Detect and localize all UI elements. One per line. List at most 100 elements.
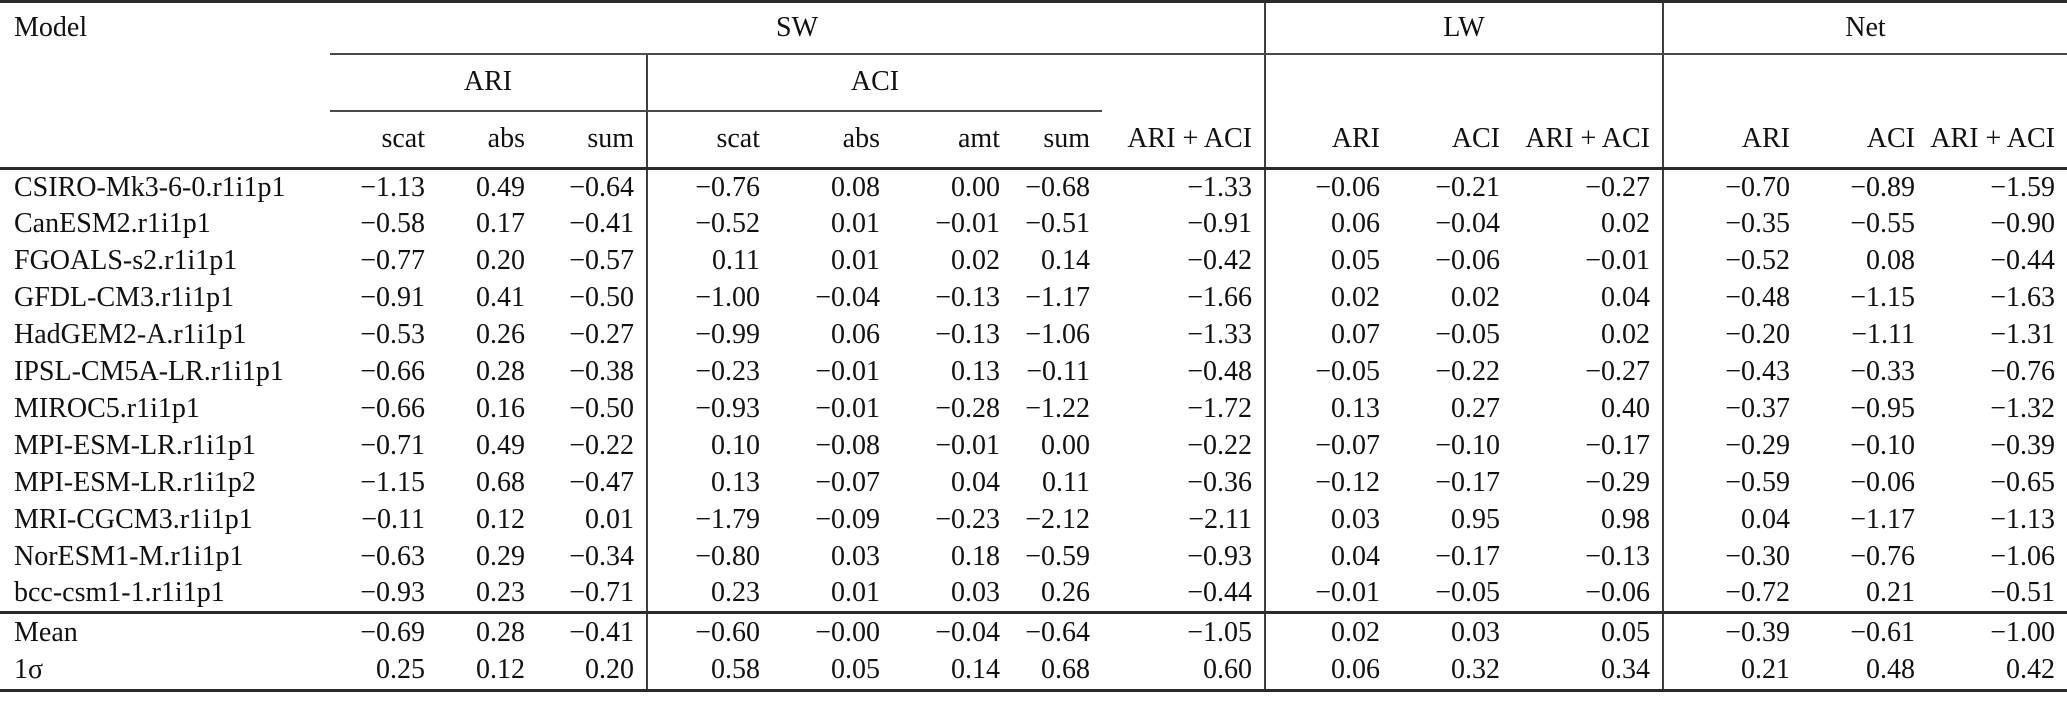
value-cell: −0.01 [815,356,880,387]
column-header-sw-aci-sum: sum [1012,110,1102,170]
value-cell: 0.68 [1012,651,1102,692]
value-cell: −0.76 [695,171,760,203]
model-name-cell: MPI-ESM-LR.r1i1p2 [14,467,256,498]
value-cell: 0.21 [1866,577,1915,609]
value-cell: −0.50 [537,279,648,317]
value-cell: −0.06 [1435,245,1500,276]
value-cell: −0.61 [1802,611,1927,652]
value-cell: −1.00 [695,282,760,313]
value-cell: −0.41 [537,205,648,243]
value-cell: −0.17 [1512,427,1664,465]
value-cell: 0.06 [1265,651,1392,692]
model-name-cell: HadGEM2-A.r1i1p1 [14,319,247,350]
value-cell: 0.48 [1802,651,1927,692]
value-cell: −0.93 [1102,538,1266,576]
value-cell: 0.29 [476,541,525,572]
table-row: GFDL-CM3.r1i1p1 −0.91 0.41 −0.50 −1.00 −0.04 −… [0,279,2067,317]
blank-cell [1265,53,1664,111]
value-cell: 0.02 [951,245,1000,276]
value-cell: 0.04 [951,467,1000,498]
value-cell: 0.00 [1041,430,1090,461]
value-cell: −0.06 [1512,575,1664,613]
value-cell: 0.20 [476,245,525,276]
value-cell: −0.13 [935,319,1000,350]
value-cell: −0.05 [1315,356,1380,387]
value-cell: −0.07 [815,467,880,498]
column-header-lw-ari: ARI [1265,110,1392,170]
value-cell: 0.49 [476,171,525,203]
value-cell: −0.00 [772,611,892,652]
value-cell: 0.28 [437,611,537,652]
value-cell: −0.12 [1315,467,1380,498]
value-cell: 0.18 [951,541,1000,572]
value-cell: −0.65 [1990,467,2055,498]
table-header: Model SW LW Net ARI ACI scat abs sum sca… [0,1,2067,170]
value-cell: −0.44 [1990,245,2055,276]
value-cell: −0.71 [360,430,425,461]
value-cell: 0.41 [476,282,525,313]
value-cell: −0.80 [695,541,760,572]
value-cell: −0.69 [330,611,437,652]
value-cell: −0.70 [1725,171,1790,203]
value-cell: −0.04 [815,282,880,313]
table-row: FGOALS-s2.r1i1p1 −0.77 0.20 −0.57 0.11 0.01 0.… [0,242,2067,280]
table-row: MRI-CGCM3.r1i1p1 −0.11 0.12 0.01 −1.79 −0.09 −… [0,501,2067,539]
value-cell: −0.30 [1725,541,1790,572]
value-cell: 0.02 [1331,282,1380,313]
results-table: Model SW LW Net ARI ACI scat abs sum sca… [0,0,2067,692]
value-cell: 0.13 [951,356,1000,387]
value-cell: −0.06 [1315,171,1380,203]
model-name-cell: 1σ [0,651,330,692]
value-cell: −0.01 [815,393,880,424]
value-cell: −1.31 [1990,319,2055,350]
value-cell: 0.49 [476,430,525,461]
value-cell: −1.15 [360,467,425,498]
value-cell: −0.01 [1512,242,1664,280]
value-cell: −0.63 [360,541,425,572]
value-cell: 0.28 [476,356,525,387]
value-cell: 0.04 [1331,541,1380,572]
value-cell: −0.42 [1102,242,1266,280]
value-cell: 0.14 [1041,245,1090,276]
value-cell: −0.22 [1102,427,1266,465]
value-cell: 0.02 [1265,611,1392,652]
table-row: MIROC5.r1i1p1 −0.66 0.16 −0.50 −0.93 −0.01 −0.… [0,390,2067,428]
blank-cell [1102,53,1266,111]
value-cell: 0.23 [711,577,760,609]
value-cell: −0.28 [935,393,1000,424]
value-cell: 0.08 [831,171,880,203]
value-cell: −0.22 [1435,356,1500,387]
value-cell: −0.09 [815,504,880,535]
subgroup-header-ari: ARI [330,53,648,112]
value-cell: −0.64 [1012,611,1102,652]
value-cell: −0.53 [360,319,425,350]
value-cell: 0.03 [951,577,1000,609]
value-cell: 0.01 [831,577,880,609]
value-cell: −1.72 [1102,390,1266,428]
value-cell: −1.33 [1102,316,1266,354]
value-cell: 0.01 [831,245,880,276]
column-header-sw-aci-abs: abs [772,110,892,170]
value-cell: −0.59 [1725,467,1790,498]
value-cell: 0.07 [1331,319,1380,350]
table-row: HadGEM2-A.r1i1p1 −0.53 0.26 −0.27 −0.99 0.06 −… [0,316,2067,354]
value-cell: −0.35 [1725,208,1790,239]
value-cell: −0.23 [695,356,760,387]
value-cell: 0.06 [1331,208,1380,239]
value-cell: 0.12 [437,651,537,692]
table-row: MPI-ESM-LR.r1i1p2 −1.15 0.68 −0.47 0.13 −0.07… [0,464,2067,502]
column-header-sw-aci-scat: scat [647,110,772,170]
summary-rows: Mean −0.69 0.28 −0.41 −0.60 −0.00 −0.04 −0.64 −1… [0,611,2067,692]
value-cell: 0.03 [1392,611,1512,652]
value-cell: −0.06 [1850,467,1915,498]
value-cell: −0.76 [1850,541,1915,572]
value-cell: −0.05 [1435,319,1500,350]
column-header-sw-ari-sum: sum [537,110,648,170]
column-header-net-aci: ACI [1802,110,1927,170]
value-cell: −1.17 [1850,504,1915,535]
value-cell: −1.17 [1025,282,1090,313]
model-name-cell: NorESM1-M.r1i1p1 [14,541,244,572]
model-name-cell: MRI-CGCM3.r1i1p1 [14,504,253,535]
value-cell: −0.10 [1435,430,1500,461]
value-cell: −0.37 [1725,393,1790,424]
